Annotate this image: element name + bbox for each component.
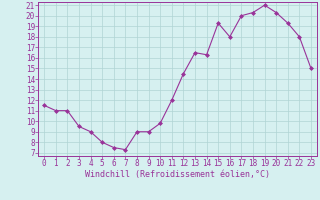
X-axis label: Windchill (Refroidissement éolien,°C): Windchill (Refroidissement éolien,°C): [85, 170, 270, 179]
